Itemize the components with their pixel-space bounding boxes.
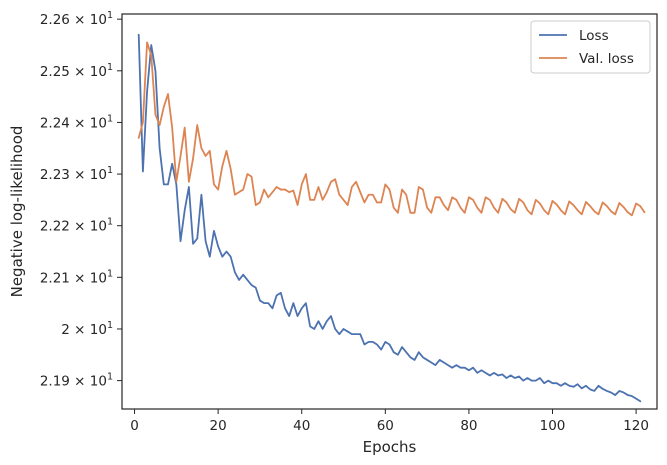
legend: Loss Val. loss [530, 20, 651, 74]
x-tick-label: 60 [377, 418, 394, 434]
series-line-loss [137, 33, 642, 403]
x-tick-label: 100 [540, 418, 566, 434]
legend-label-loss: Loss [579, 28, 609, 44]
y-tick-label: 2.26 × 101 [40, 10, 113, 28]
y-tick-label: 2.23 × 101 [40, 165, 113, 183]
y-tick-label: 2.24 × 101 [40, 113, 113, 131]
plot-area [137, 33, 646, 403]
x-tick-label: 120 [623, 418, 649, 434]
legend-label-val-loss: Val. loss [579, 51, 634, 67]
series-line-val-loss [137, 41, 646, 217]
y-tick-label: 2.25 × 101 [40, 62, 113, 80]
y-axis-label: Negative log-likelihood [8, 126, 26, 298]
axes-frame [121, 13, 658, 410]
legend-box [530, 20, 651, 74]
y-tick-label: 2 × 101 [61, 320, 113, 338]
x-tick-label: 20 [210, 418, 227, 434]
x-axis-label: Epochs [363, 438, 417, 456]
y-tick-label: 2.22 × 101 [40, 217, 113, 235]
y-tick-label: 2.19 × 101 [40, 372, 113, 390]
x-tick-label: 80 [460, 418, 477, 434]
x-tick-label: 0 [130, 418, 139, 434]
axis-ticks: 0 20 40 60 80 100 120 2.19 × 101 2 × 101 2.21 × 1… [40, 10, 649, 434]
y-tick-label: 2.21 × 101 [40, 268, 113, 286]
x-tick-label: 40 [293, 418, 310, 434]
